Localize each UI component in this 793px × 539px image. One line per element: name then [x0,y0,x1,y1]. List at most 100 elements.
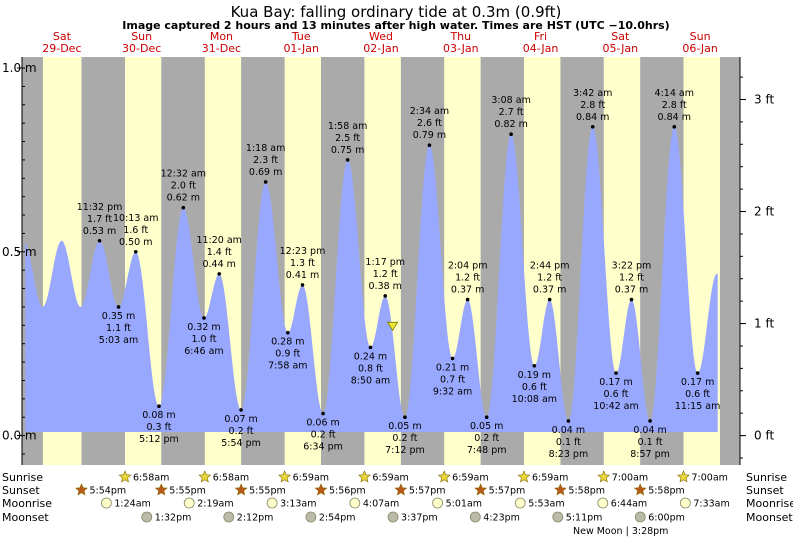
moonrise-time-label: 3:13am [280,499,316,510]
tide-feet-label: 1.7 ft [87,214,112,225]
sunset-icon [154,483,168,496]
day-of-week-label: Sat [611,30,630,43]
sunset-time-label: 5:56pm [329,486,366,497]
tide-point [286,330,290,335]
tide-point [590,125,595,129]
tide-time-label: 8:50 am [351,375,390,386]
tide-point [672,125,677,129]
sunset-icon [474,483,488,496]
tide-meters-label: 0.75 m [331,145,364,156]
tide-point [427,143,432,148]
tide-time-label: 4:14 am [655,88,694,99]
tide-time-label: 8:57 pm [630,449,670,460]
tide-time-label: 5:54 pm [221,438,261,449]
date-label: 05-Jan [603,42,639,55]
tide-meters-label: 0.62 m [167,193,200,204]
moonset-icon [552,511,564,523]
tide-meters-label: 0.50 m [119,237,152,248]
tide-meters-label: 0.41 m [286,270,319,281]
sunrise-time-label: 7:00am [612,473,648,484]
moonrise-row-label-right: Moonrise [746,497,793,510]
date-label: 31-Dec [202,42,241,55]
sunrise-icon [198,470,212,483]
date-label: 04-Jan [523,42,559,55]
tide-meters-label: 0.04 m [633,425,666,436]
moonset-row-label-right: Moonset [746,511,793,524]
current-level-marker [386,321,399,332]
sunset-time-label: 5:58pm [568,486,605,497]
tide-feet-label: 0.2 ft [229,426,254,437]
axis-layer: 0.0 m 0.5 m 1.0 m 0 ft 1 ft 2 ft 3 ft [2,57,774,465]
tide-time-label: 10:42 am [593,401,638,412]
tide-meters-label: 0.84 m [658,112,691,123]
tide-feet-label: 1.2 ft [537,273,562,284]
tide-meters-label: 0.19 m [518,370,551,381]
chart-title: Kua Bay: falling ordinary tide at 0.3m (… [231,3,562,21]
moonrise-icon [679,497,691,509]
sunset-time-label: 5:55pm [249,486,286,497]
sunset-time-label: 5:55pm [169,486,206,497]
day-of-week-label: Tue [291,30,311,43]
tide-feet-label: 0.1 ft [556,437,581,448]
sunrise-time-label: 6:58am [133,473,169,484]
tide-feet-label: 0.2 ft [311,430,336,441]
day-of-week-label: Sun [690,30,711,43]
moonset-time-label: 6:00pm [648,513,685,524]
tide-point [547,297,552,302]
sunset-row-label-right: Sunset [746,484,784,497]
tide-meters-label: 0.28 m [271,337,304,348]
tide-meters-label: 0.79 m [413,130,446,141]
moonset-icon [634,511,646,523]
left-axis-tick-label: 0.5 m [2,245,37,259]
tide-point [648,419,652,423]
tide-point [368,345,373,350]
tide-feet-label: 0.6 ft [604,389,629,400]
tide-feet-label: 1.2 ft [619,273,644,284]
tide-points-layer: 11:32 pm1.7 ft0.53 m 0.35 m1.1 ft5:03 am 1… [77,88,721,460]
tide-feet-label: 0.2 ft [392,433,417,444]
date-label: 29-Dec [42,42,81,55]
tide-time-label: 7:48 pm [467,445,507,456]
tide-time-label: 10:13 am [113,213,158,224]
sunrise-icon [597,470,611,483]
tide-feet-label: 2.5 ft [335,133,360,144]
tide-point [133,250,138,254]
tide-point [465,297,470,302]
day-of-week-label: Thu [449,30,471,43]
sunrise-icon [677,470,690,483]
moonrise-icon [432,497,444,509]
tide-feet-label: 1.2 ft [455,273,480,284]
right-axis-tick-label: 2 ft [754,205,774,219]
tide-feet-label: 0.2 ft [474,433,499,444]
date-label: 01-Jan [283,42,319,55]
moonrise-row-label: Moonrise [2,497,52,510]
sunset-icon [234,483,248,496]
sunrise-icon [437,470,451,483]
tide-feet-label: 0.7 ft [440,374,465,385]
moonset-row-label: Moonset [2,511,49,524]
day-of-week-label: Mon [210,30,233,43]
day-of-week-label: Wed [369,30,393,43]
tide-point [321,411,325,416]
tide-point [116,305,121,309]
tide-feet-label: 2.0 ft [171,181,196,192]
moonset-icon [223,511,235,523]
right-axis-tick-label: 1 ft [754,317,774,331]
tide-feet-label: 1.2 ft [373,269,398,280]
sunrise-time-label: 7:00am [692,473,728,484]
moonset-time-label: 3:37pm [401,513,438,524]
moonrise-icon [266,497,278,509]
tide-meters-label: 0.17 m [599,377,632,388]
moonrise-time-label: 1:24am [114,499,150,510]
sunrise-time-label: 6:59am [372,473,408,484]
tide-feet-label: 0.3 ft [146,422,171,433]
sunset-icon [75,483,88,496]
tide-meters-label: 0.82 m [494,119,527,130]
sunset-time-label: 5:57pm [489,486,526,497]
moonset-time-label: 4:23pm [483,513,520,524]
moonrise-icon [183,497,195,509]
tide-meters-label: 0.69 m [249,167,282,178]
tide-feet-label: 1.1 ft [106,323,131,334]
tide-feet-label: 0.8 ft [358,363,383,374]
